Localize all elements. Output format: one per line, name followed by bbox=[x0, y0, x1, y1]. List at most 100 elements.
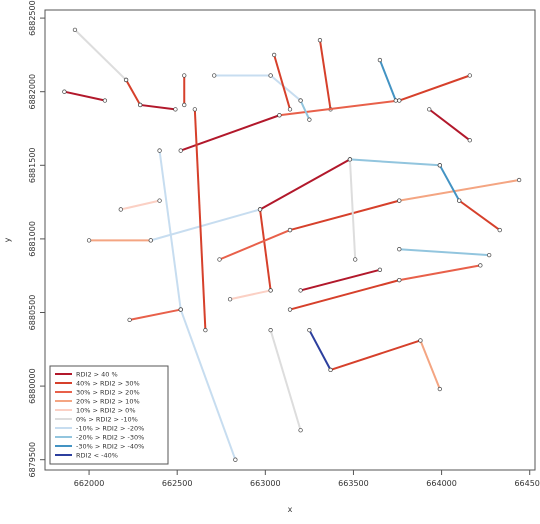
edge bbox=[150, 208, 261, 242]
legend-label: 20% > RDI2 > 10% bbox=[76, 398, 140, 406]
node bbox=[72, 27, 78, 33]
node bbox=[157, 198, 162, 203]
node bbox=[268, 73, 273, 78]
plot-frame bbox=[44, 9, 536, 471]
edge bbox=[229, 289, 271, 301]
edge bbox=[125, 79, 142, 106]
edge bbox=[269, 329, 302, 431]
edge bbox=[458, 199, 501, 231]
edge bbox=[279, 99, 400, 117]
edge bbox=[129, 308, 181, 321]
node bbox=[467, 73, 472, 78]
edge bbox=[399, 264, 481, 282]
node bbox=[457, 198, 462, 203]
node bbox=[178, 307, 183, 312]
node bbox=[478, 263, 483, 268]
node bbox=[182, 73, 187, 78]
edge bbox=[378, 59, 397, 101]
node bbox=[287, 307, 293, 312]
node bbox=[418, 338, 423, 343]
legend-label: 40% > RDI2 > 30% bbox=[76, 380, 140, 388]
node bbox=[317, 38, 323, 43]
y-tick-label: 6881500 bbox=[28, 147, 37, 183]
edge bbox=[348, 159, 357, 260]
y-tick-label: 6880000 bbox=[28, 368, 37, 404]
edge bbox=[74, 29, 127, 81]
node bbox=[377, 267, 383, 272]
node bbox=[271, 52, 277, 58]
x-tick-label: 664500 bbox=[514, 479, 540, 488]
node bbox=[233, 457, 238, 462]
node bbox=[353, 257, 358, 262]
node bbox=[86, 238, 92, 243]
edge bbox=[399, 179, 520, 202]
node bbox=[182, 102, 187, 108]
edge bbox=[308, 329, 332, 371]
edge bbox=[259, 158, 351, 211]
edge bbox=[399, 248, 490, 257]
x-tick-label: 663500 bbox=[338, 479, 369, 488]
node bbox=[298, 98, 303, 103]
node bbox=[467, 138, 472, 143]
node bbox=[212, 73, 217, 78]
node bbox=[268, 328, 273, 333]
node bbox=[123, 77, 129, 83]
legend-label: 10% > RDI2 > 0% bbox=[76, 407, 136, 415]
node bbox=[497, 227, 502, 233]
node bbox=[287, 227, 293, 233]
node bbox=[298, 428, 303, 433]
node bbox=[157, 148, 162, 153]
node bbox=[257, 207, 263, 212]
y-axis-label: y bbox=[3, 237, 12, 242]
node bbox=[397, 247, 402, 252]
x-tick-label: 664000 bbox=[426, 479, 457, 488]
edge bbox=[419, 340, 441, 390]
legend-label: -20% > RDI2 > -30% bbox=[76, 434, 144, 442]
x-axis-label: x bbox=[288, 505, 293, 514]
node bbox=[397, 198, 402, 203]
node bbox=[203, 328, 208, 333]
legend-label: RDI2 < -40% bbox=[76, 452, 118, 460]
node bbox=[138, 102, 143, 108]
edge bbox=[269, 74, 302, 102]
edge bbox=[64, 90, 106, 102]
node bbox=[328, 367, 333, 373]
legend-label: 0% > RDI2 > -10% bbox=[76, 416, 138, 424]
node bbox=[148, 238, 153, 243]
node bbox=[437, 163, 442, 168]
edge bbox=[140, 103, 176, 111]
node bbox=[347, 157, 353, 162]
edge bbox=[318, 40, 332, 110]
node bbox=[287, 107, 293, 112]
node bbox=[217, 257, 222, 262]
edge bbox=[158, 150, 182, 310]
y-tick-label: 6881000 bbox=[28, 221, 37, 257]
edge bbox=[330, 339, 421, 371]
x-tick-label: 662000 bbox=[74, 479, 105, 488]
y-tick-label: 6879500 bbox=[28, 442, 37, 478]
node bbox=[397, 277, 402, 283]
edge bbox=[289, 199, 400, 232]
edge bbox=[273, 54, 291, 110]
node bbox=[62, 89, 67, 94]
node bbox=[487, 252, 492, 258]
legend-label: -30% > RDI2 > -40% bbox=[76, 443, 144, 451]
edge bbox=[428, 108, 471, 142]
node bbox=[102, 98, 108, 103]
edge bbox=[179, 309, 237, 461]
node bbox=[268, 288, 273, 293]
edge bbox=[300, 268, 381, 292]
y-tick-label: 6880500 bbox=[28, 295, 37, 331]
edge bbox=[259, 209, 272, 291]
node bbox=[277, 113, 282, 118]
node bbox=[516, 177, 522, 183]
edge bbox=[120, 199, 160, 211]
node bbox=[127, 317, 132, 323]
node bbox=[307, 328, 312, 333]
legend-label: RDI2 > 40 % bbox=[76, 371, 118, 379]
node bbox=[192, 107, 197, 112]
edge bbox=[219, 229, 291, 261]
y-tick-label: 6882000 bbox=[28, 74, 37, 110]
edge bbox=[289, 279, 400, 311]
node bbox=[118, 207, 123, 212]
